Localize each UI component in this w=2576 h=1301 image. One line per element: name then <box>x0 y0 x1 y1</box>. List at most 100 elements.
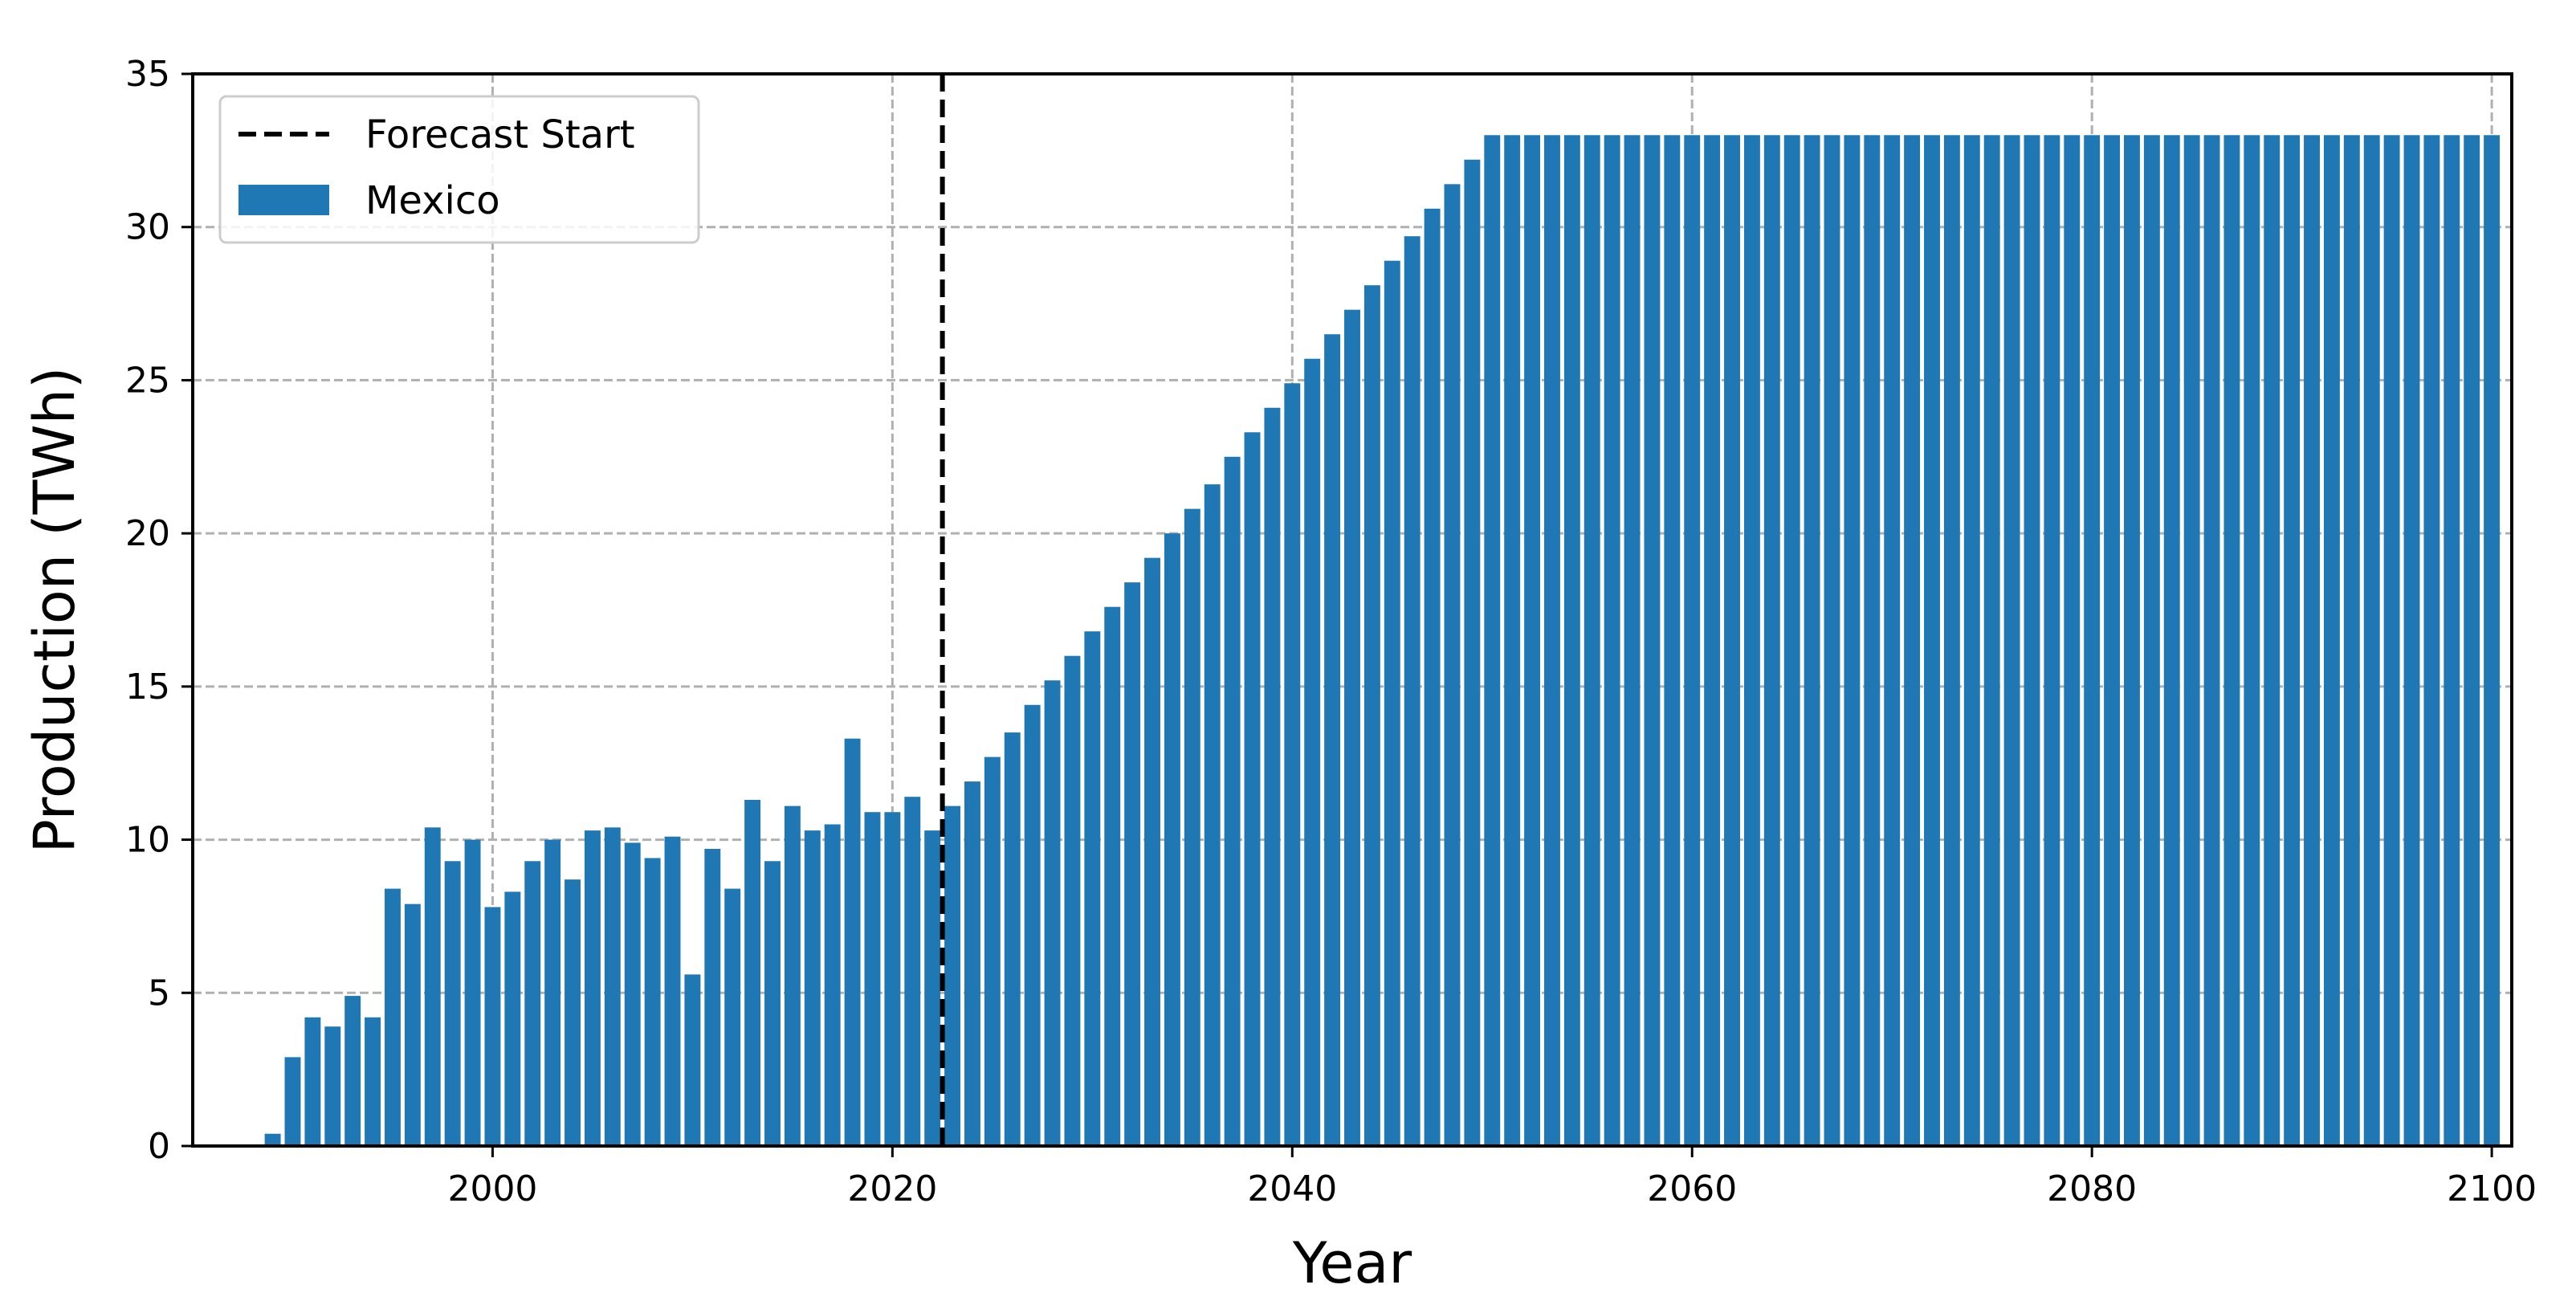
bar <box>664 836 681 1146</box>
bar <box>1943 135 1960 1146</box>
bar <box>1104 606 1121 1146</box>
bar <box>2084 135 2101 1146</box>
bar <box>1884 135 1901 1146</box>
bar <box>1904 135 1921 1146</box>
bar <box>1924 135 1940 1146</box>
bar <box>2383 135 2400 1146</box>
legend: Forecast Start Mexico <box>218 95 700 244</box>
bar <box>284 1057 301 1146</box>
bar <box>1444 184 1461 1146</box>
bar <box>1424 208 1441 1146</box>
bar <box>2264 135 2280 1146</box>
bar <box>1164 533 1180 1146</box>
bars <box>264 135 2501 1147</box>
bar <box>2423 135 2440 1146</box>
bar <box>1304 358 1321 1146</box>
bar <box>2464 135 2480 1146</box>
bar <box>1963 135 1980 1146</box>
bar <box>644 858 661 1146</box>
y-tick-label: 20 <box>125 513 170 554</box>
bar <box>1664 135 1681 1146</box>
bar <box>2343 135 2360 1146</box>
y-tick-label: 15 <box>125 667 170 708</box>
x-tick-label: 2060 <box>1647 1168 1737 1209</box>
bar <box>1024 704 1041 1146</box>
y-tick-label: 10 <box>125 820 170 861</box>
bar <box>565 879 581 1146</box>
bar <box>1763 135 1780 1146</box>
bar <box>1624 135 1641 1146</box>
bar <box>2284 135 2301 1146</box>
bar <box>1724 135 1740 1146</box>
bar <box>1124 582 1141 1146</box>
bar <box>1044 680 1061 1146</box>
bar <box>804 830 821 1146</box>
legend-label-mexico: Mexico <box>365 178 500 223</box>
y-axis-title: Production (TWh) <box>22 367 88 854</box>
bar <box>884 812 901 1146</box>
bar <box>1084 631 1101 1146</box>
bar <box>2223 135 2240 1146</box>
bar <box>2444 135 2460 1146</box>
bar <box>584 830 601 1146</box>
axis-ticks: 2000 2020 2040 2060 2080 2100 0 5 10 15 20 25 30 35 <box>125 54 2537 1209</box>
bar <box>524 861 541 1146</box>
bar <box>1504 135 1521 1146</box>
bar <box>624 842 641 1146</box>
bar <box>2203 135 2220 1146</box>
legend-mexico-swatch <box>238 185 329 215</box>
bar <box>2143 135 2160 1146</box>
bar <box>824 824 841 1146</box>
bar <box>1464 159 1481 1146</box>
bar <box>844 738 861 1146</box>
bar <box>1384 260 1400 1147</box>
bar <box>1983 135 2000 1146</box>
bar <box>964 781 980 1146</box>
x-tick-label: 2100 <box>2447 1168 2537 1209</box>
bar <box>1584 135 1600 1146</box>
y-tick-label: 25 <box>125 360 170 401</box>
bar <box>324 1026 341 1146</box>
bar <box>2304 135 2320 1146</box>
bar <box>1004 732 1021 1146</box>
bar <box>744 799 761 1146</box>
bar <box>2124 135 2140 1146</box>
bar <box>1324 334 1341 1146</box>
y-tick-label: 35 <box>125 54 170 95</box>
y-tick-label: 0 <box>148 1126 170 1167</box>
bar <box>1144 557 1160 1146</box>
legend-box <box>218 95 700 244</box>
bar <box>1204 484 1221 1146</box>
bar <box>2183 135 2200 1146</box>
x-tick-label: 2040 <box>1247 1168 1337 1209</box>
bar <box>2363 135 2380 1146</box>
bar <box>1783 135 1800 1146</box>
bar <box>444 861 461 1146</box>
bar <box>2403 135 2420 1146</box>
bar <box>1824 135 1840 1146</box>
bar <box>604 827 621 1146</box>
bar <box>484 907 501 1146</box>
plot-frame <box>191 72 2513 1148</box>
bar <box>385 888 401 1146</box>
bar <box>704 849 721 1146</box>
bar <box>1363 285 1380 1147</box>
bar <box>2484 135 2501 1146</box>
bar <box>304 1017 321 1146</box>
bar <box>424 827 441 1146</box>
bar <box>924 830 941 1146</box>
bar <box>984 757 1001 1146</box>
bar <box>1404 236 1420 1147</box>
bar <box>2104 135 2121 1146</box>
bar <box>404 903 421 1146</box>
legend-label-forecast: Forecast Start <box>365 112 635 157</box>
bar <box>464 839 481 1146</box>
bar <box>2064 135 2081 1146</box>
bar <box>2323 135 2340 1146</box>
bar <box>1224 456 1241 1146</box>
bar <box>2003 135 2020 1146</box>
bar <box>1604 135 1620 1146</box>
bar <box>1644 135 1661 1146</box>
bar <box>1804 135 1820 1146</box>
